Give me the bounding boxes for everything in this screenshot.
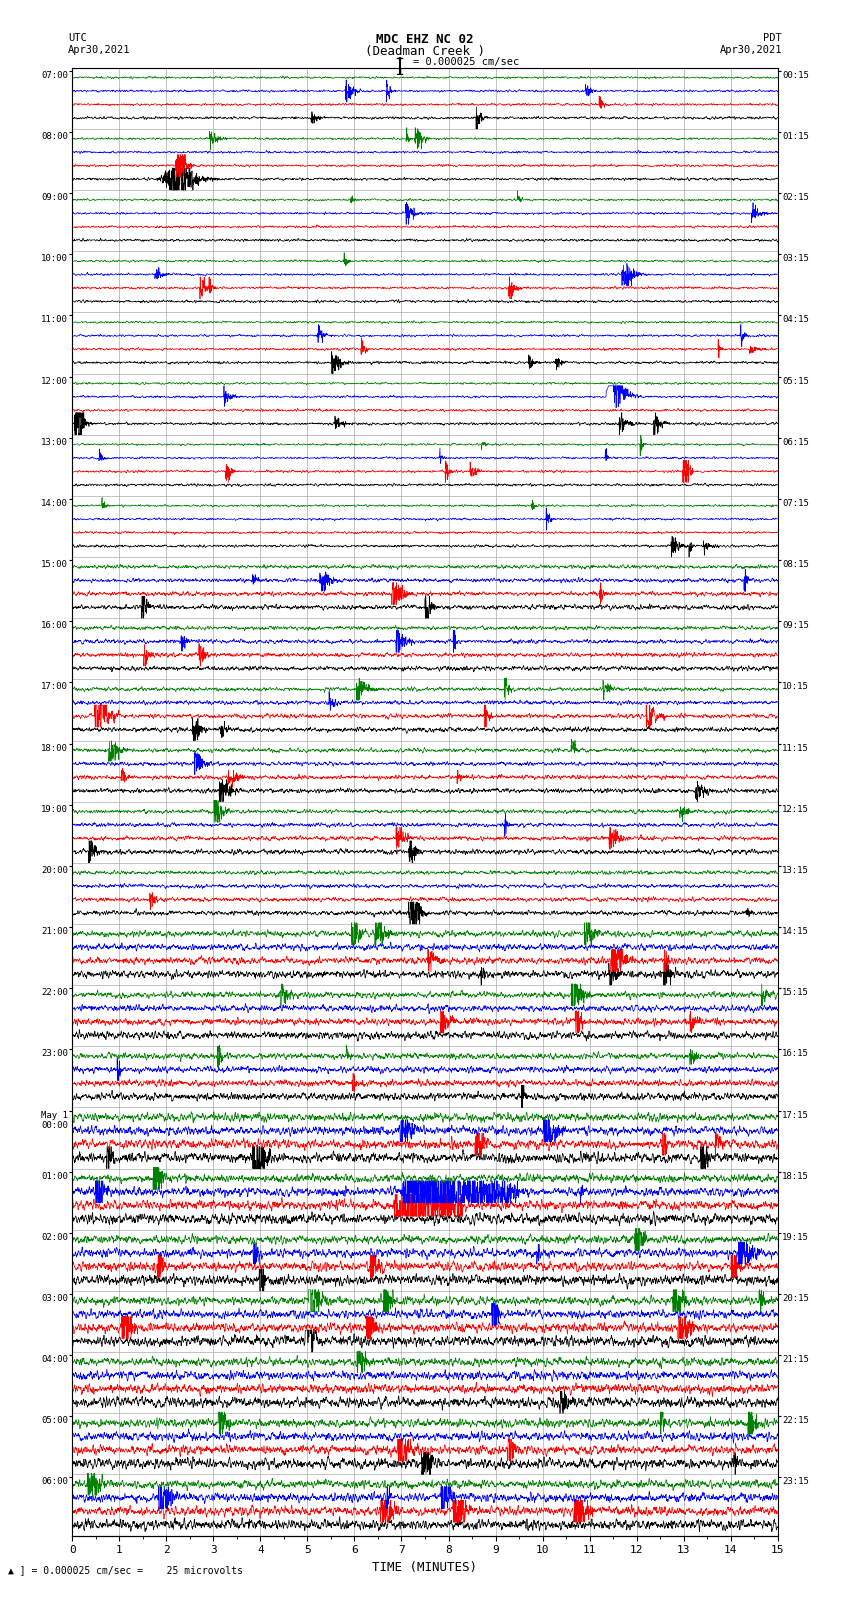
Text: MDC EHZ NC 02: MDC EHZ NC 02	[377, 32, 473, 47]
Text: PDT
Apr30,2021: PDT Apr30,2021	[719, 32, 782, 55]
Text: ▲ ] = 0.000025 cm/sec =    25 microvolts: ▲ ] = 0.000025 cm/sec = 25 microvolts	[8, 1565, 243, 1574]
Text: = 0.000025 cm/sec: = 0.000025 cm/sec	[413, 58, 519, 68]
Text: UTC
Apr30,2021: UTC Apr30,2021	[68, 32, 131, 55]
X-axis label: TIME (MINUTES): TIME (MINUTES)	[372, 1561, 478, 1574]
Text: (Deadman Creek ): (Deadman Creek )	[365, 45, 485, 58]
